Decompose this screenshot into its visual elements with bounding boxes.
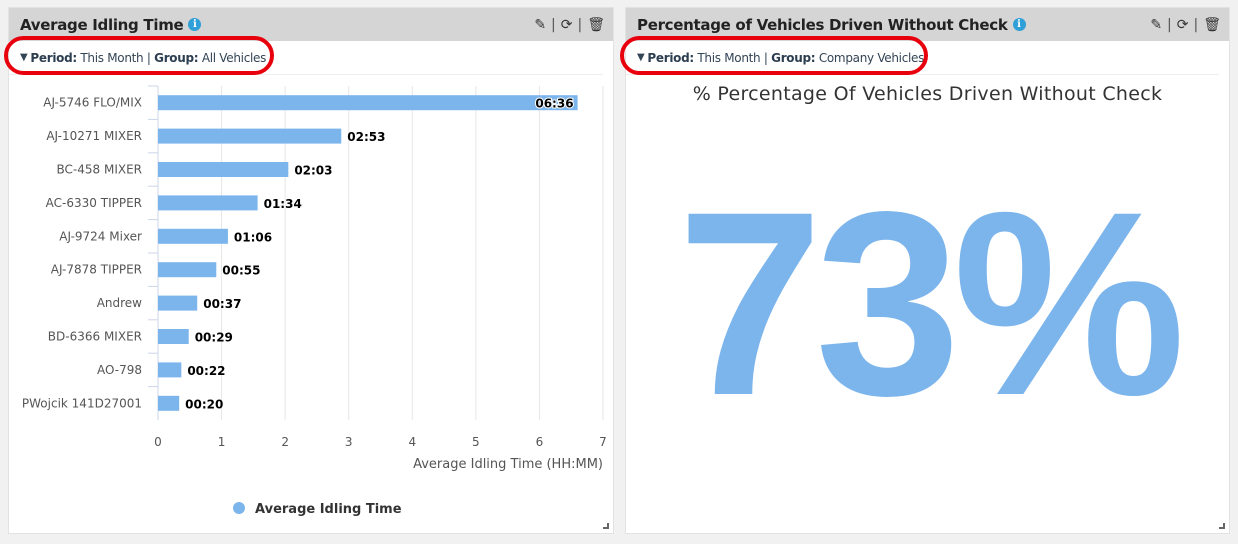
widget-title: Percentage of Vehicles Driven Without Ch… — [637, 15, 1008, 34]
x-tick-label: 7 — [599, 435, 607, 449]
y-tick-label: PWojcik 141D27001 — [22, 396, 142, 410]
data-label: 06:36 — [535, 97, 573, 111]
kpi-value: 73% — [677, 157, 1185, 450]
data-label: 00:37 — [203, 297, 241, 311]
group-label: Group: — [154, 50, 199, 65]
bar — [158, 295, 198, 311]
y-tick-label: AJ-7878 TIPPER — [51, 263, 142, 277]
period-value: This Month — [697, 50, 761, 65]
resize-handle[interactable] — [603, 523, 609, 529]
resize-handle[interactable] — [1219, 523, 1225, 529]
y-tick-label: AO-798 — [97, 363, 142, 377]
x-tick-label: 6 — [536, 435, 544, 449]
vehicles-without-check-widget: Percentage of Vehicles Driven Without Ch… — [625, 7, 1230, 534]
trash-icon[interactable]: 🗑 — [587, 16, 605, 33]
data-label: 00:22 — [187, 364, 225, 378]
group-value: Company Vehicles — [818, 50, 925, 65]
x-tick-label: 5 — [472, 435, 480, 449]
bar — [158, 329, 189, 344]
data-label: 02:03 — [294, 164, 332, 178]
bar — [158, 262, 217, 278]
period-label: Period: — [30, 50, 77, 65]
period-value: This Month — [80, 50, 144, 65]
y-tick-label: AC-6330 TIPPER — [46, 196, 142, 210]
widget-title: Average Idling Time — [20, 15, 184, 34]
x-tick-label: 2 — [281, 435, 289, 449]
bar — [158, 162, 289, 177]
edit-icon[interactable]: ✎ — [1150, 16, 1163, 33]
x-tick-label: 0 — [154, 435, 162, 449]
x-tick-label: 3 — [345, 435, 353, 449]
highlight-oval — [4, 36, 274, 75]
y-tick-label: AJ-9724 Mixer — [59, 229, 142, 243]
info-icon[interactable]: i — [1012, 18, 1026, 31]
period-label: Period: — [647, 50, 694, 65]
average-idling-time-widget: Average Idling Time i ✎ | ⟳ | 🗑 ▼ Period: … — [8, 7, 614, 534]
idling-bar-chart: 0 1 2 3 4 5 6 7 AJ-5746 FLO/MIX 06:36 AJ-10271 MIX… — [22, 85, 607, 517]
group-value: All Vehicles — [201, 50, 267, 65]
data-label: 00:55 — [222, 264, 260, 278]
refresh-icon[interactable]: ⟳ — [1176, 16, 1189, 33]
bar — [158, 128, 342, 144]
y-tick-label: AJ-10271 MIXER — [46, 129, 142, 143]
edit-icon[interactable]: ✎ — [534, 16, 547, 33]
data-label: 00:20 — [185, 397, 223, 411]
data-label: 01:34 — [264, 197, 302, 211]
filter-summary: ▼ Period: This Month | Group: Company Ve… — [626, 41, 1219, 75]
refresh-icon[interactable]: ⟳ — [560, 16, 573, 33]
y-tick-label: BD-6366 MIXER — [48, 330, 142, 344]
data-label: 00:29 — [195, 331, 233, 345]
x-axis-title: Average Idling Time (HH:MM) — [413, 457, 603, 472]
highlight-oval — [620, 36, 928, 75]
trash-icon[interactable]: 🗑 — [1203, 16, 1221, 33]
legend-label[interactable]: Average Idling Time — [255, 502, 402, 517]
data-label: 02:53 — [347, 130, 385, 144]
widget-header: Percentage of Vehicles Driven Without Ch… — [626, 8, 1229, 41]
widget-header: Average Idling Time i ✎ | ⟳ | 🗑 — [9, 8, 613, 41]
bar — [158, 228, 228, 244]
kpi-subtitle: % Percentage Of Vehicles Driven Without … — [692, 83, 1163, 105]
x-tick-label: 1 — [218, 435, 226, 449]
legend-marker — [233, 502, 245, 514]
group-label: Group: — [771, 50, 816, 65]
bar — [158, 395, 180, 411]
data-label: 01:06 — [234, 230, 272, 244]
y-tick-label: AJ-5746 FLO/MIX — [43, 96, 142, 110]
bar — [158, 95, 578, 111]
y-tick-label: Andrew — [97, 296, 142, 310]
y-tick-label: BC-458 MIXER — [57, 163, 142, 177]
info-icon[interactable]: i — [188, 18, 202, 31]
bar — [158, 195, 258, 211]
x-tick-label: 4 — [408, 435, 416, 449]
bar — [158, 362, 182, 378]
